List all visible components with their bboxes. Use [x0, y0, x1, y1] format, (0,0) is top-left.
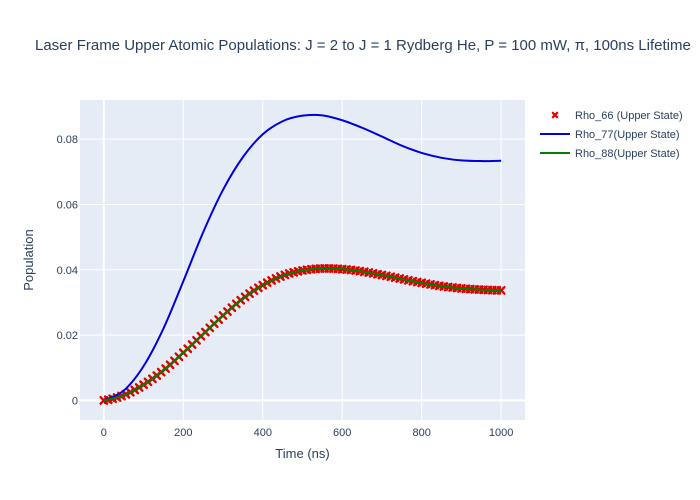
- series-rho_88: [103, 267, 502, 402]
- legend-item[interactable]: Rho_77(Upper State): [540, 129, 680, 141]
- x-tick-label: 200: [174, 427, 192, 439]
- series-line: [103, 113, 502, 402]
- legend-label: Rho_77(Upper State): [575, 129, 680, 141]
- x-tick-label: 1000: [489, 427, 513, 439]
- legend-item[interactable]: Rho_88(Upper State): [540, 148, 680, 160]
- y-tick-label: 0: [72, 395, 78, 407]
- series-rho_77: [103, 113, 502, 402]
- tick-labels: 0 200 400 600 800 1000 0 0.02 0.04 0.06 0.08: [57, 134, 514, 439]
- y-tick-label: 0.08: [57, 134, 78, 146]
- y-axis-label: Population: [21, 229, 36, 290]
- x-tick-label: 400: [254, 427, 272, 439]
- chart-title: Laser Frame Upper Atomic Populations: J …: [35, 37, 691, 54]
- legend-item[interactable]: Rho_66 (Upper State): [551, 110, 683, 122]
- x-tick-label: 600: [333, 427, 351, 439]
- rho66-marker: [496, 285, 506, 295]
- x-tick-label: 0: [101, 427, 107, 439]
- y-tick-label: 0.06: [57, 199, 78, 211]
- legend-label: Rho_66 (Upper State): [575, 110, 683, 122]
- legend-label: Rho_88(Upper State): [575, 148, 680, 160]
- x-axis-label: Time (ns): [275, 446, 329, 461]
- legend-marker-icon: [551, 111, 559, 119]
- series-layer: [99, 113, 506, 405]
- series-line: [103, 267, 502, 402]
- plot-area: [80, 100, 525, 420]
- y-tick-label: 0.04: [57, 265, 78, 277]
- y-tick-label: 0.02: [57, 330, 78, 342]
- x-tick-label: 800: [413, 427, 431, 439]
- legend[interactable]: Rho_66 (Upper State) Rho_77(Upper State) R…: [540, 110, 683, 160]
